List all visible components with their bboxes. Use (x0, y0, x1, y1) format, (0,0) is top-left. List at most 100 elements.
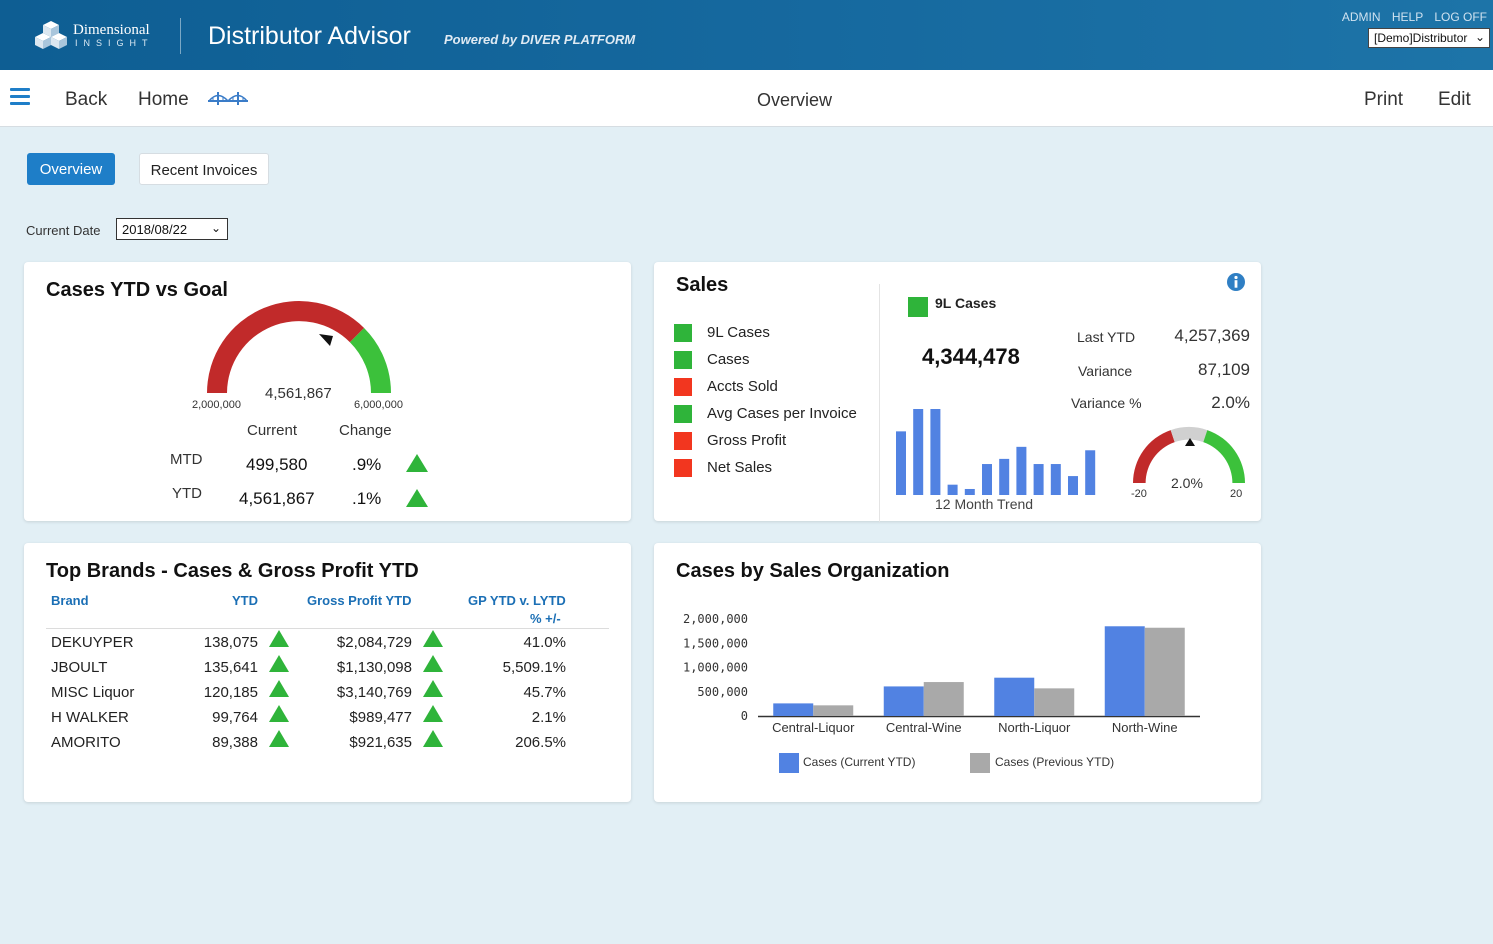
trend-bar (1016, 446, 1027, 495)
gp-vs-lytd-cell: 5,509.1% (502, 659, 566, 676)
variance-value: 87,109 (1198, 360, 1250, 379)
legend-swatch-previous (970, 753, 990, 773)
app-title: Distributor Advisor (208, 22, 411, 50)
trend-up-icon (423, 680, 443, 697)
legend-swatch (674, 324, 692, 342)
top-banner: Dimensional INSIGHT Distributor Advisor … (0, 0, 1493, 70)
trend-up-icon (423, 630, 443, 647)
y-tick-label: 2,000,000 (683, 612, 748, 626)
banner-divider (180, 18, 181, 54)
x-tick-label: Central-Wine (886, 720, 962, 735)
trend-bar (1033, 464, 1044, 495)
bar-previous-ytd[interactable] (923, 682, 964, 716)
ytd-column-header[interactable]: YTD (232, 593, 258, 608)
bar-current-ytd[interactable] (1104, 626, 1145, 716)
bar-previous-ytd[interactable] (1034, 688, 1075, 716)
home-button[interactable]: Home (138, 89, 189, 110)
bridge-icon[interactable] (208, 88, 248, 106)
trend-bar (913, 409, 924, 495)
ytd-cell: 138,075 (203, 634, 258, 651)
tab-overview[interactable]: Overview (27, 153, 115, 185)
legend-label: Net Sales (707, 459, 773, 476)
gross-profit-column-header[interactable]: Gross Profit YTD (307, 593, 412, 608)
cases-by-org-title: Cases by Sales Organization (676, 560, 950, 582)
last-ytd-label: Last YTD (1077, 329, 1136, 345)
dimensional-insight-logo-icon (35, 21, 67, 49)
x-tick-label: North-Wine (1112, 720, 1178, 735)
gross-profit-cell: $921,635 (349, 734, 412, 751)
bar-current-ytd[interactable] (773, 703, 814, 716)
trend-bar (930, 409, 941, 495)
hamburger-menu-icon[interactable] (10, 88, 30, 105)
variance-gauge-value: 2.0% (1171, 475, 1203, 491)
y-tick-label: 0 (741, 709, 748, 723)
trend-up-icon (423, 705, 443, 722)
profile-select-value: [Demo]Distributor (1374, 31, 1468, 45)
top-brands-card: Top Brands - Cases & Gross Profit YTD Br… (24, 543, 631, 802)
bar-previous-ytd[interactable] (813, 705, 854, 716)
trend-bar (896, 431, 906, 495)
cases-by-org-card: Cases by Sales Organization 0 500,000 1,00… (654, 543, 1261, 802)
current-date-select[interactable]: 2018/08/22 ⌄ (116, 218, 228, 240)
trend-bar (999, 458, 1010, 495)
trend-up-icon (269, 705, 289, 722)
legend-label: Accts Sold (707, 378, 778, 395)
back-button[interactable]: Back (65, 89, 108, 110)
log-off-link[interactable]: LOG OFF (1434, 10, 1487, 24)
trend-up-icon (406, 454, 428, 472)
bar-current-ytd[interactable] (994, 677, 1035, 716)
y-tick-label: 1,000,000 (683, 661, 748, 675)
admin-link[interactable]: ADMIN (1341, 10, 1381, 24)
legend-swatch (674, 351, 692, 369)
gauge-green-arc (349, 328, 391, 393)
variance-gauge-green-arc (1203, 430, 1245, 483)
help-link[interactable]: HELP (1391, 10, 1423, 24)
current-date-value: 2018/08/22 (122, 222, 188, 237)
y-tick-label: 500,000 (697, 685, 748, 699)
tab-recent-invoices[interactable]: Recent Invoices (139, 153, 269, 185)
bar-current-ytd[interactable] (883, 686, 924, 716)
gauge-value-label: 4,561,867 (265, 385, 332, 402)
trend-bar (964, 488, 975, 495)
variance-gauge-needle-icon (1185, 438, 1195, 446)
gp-vs-lytd-cell: 45.7% (523, 684, 566, 701)
legend-label: Gross Profit (707, 432, 787, 449)
ytd-cell: 135,641 (203, 659, 258, 676)
gauge-needle-icon (319, 334, 333, 346)
variance-pct-value: 2.0% (1211, 393, 1250, 412)
mtd-current-value: 499,580 (246, 455, 308, 474)
current-date-label: Current Date (26, 223, 101, 238)
edit-button[interactable]: Edit (1438, 89, 1471, 110)
logo-wordmark: Dimensional (73, 22, 150, 38)
gp-vs-lytd-cell: 2.1% (531, 709, 566, 726)
gross-profit-cell: $2,084,729 (336, 634, 412, 651)
gp-vs-lytd-column-header[interactable]: GP YTD v. LYTD (468, 593, 566, 608)
gross-profit-cell: $1,130,098 (336, 659, 412, 676)
mtd-label: MTD (170, 451, 203, 468)
gp-vs-lytd-cell: 206.5% (515, 734, 566, 751)
cases-ytd-gauge (207, 301, 391, 393)
legend-swatch (674, 378, 692, 396)
legend-swatch (674, 459, 692, 477)
ytd-label: YTD (172, 485, 202, 502)
legend-swatch (674, 432, 692, 450)
bar-previous-ytd[interactable] (1144, 627, 1185, 716)
ytd-change-value: .1% (352, 489, 382, 508)
current-column-header: Current (247, 422, 298, 439)
legend-label: 9L Cases (707, 324, 770, 341)
trend-bar (1050, 464, 1061, 495)
ytd-cell: 89,388 (212, 734, 258, 751)
ytd-cell: 120,185 (203, 684, 258, 701)
brand-column-header[interactable]: Brand (51, 593, 89, 608)
sales-title: Sales (676, 274, 729, 296)
profile-select[interactable]: [Demo]Distributor ⌄ (1368, 28, 1490, 48)
trend-bar (1068, 476, 1078, 495)
print-button[interactable]: Print (1364, 89, 1404, 110)
info-icon[interactable] (1226, 272, 1246, 292)
sales-divider (879, 284, 880, 522)
trend-bar (982, 464, 992, 495)
legend-label: Cases (707, 351, 750, 368)
y-tick-label: 1,500,000 (683, 636, 748, 650)
powered-by-text: Powered by DIVER PLATFORM (444, 32, 636, 47)
variance-label: Variance (1078, 363, 1133, 379)
